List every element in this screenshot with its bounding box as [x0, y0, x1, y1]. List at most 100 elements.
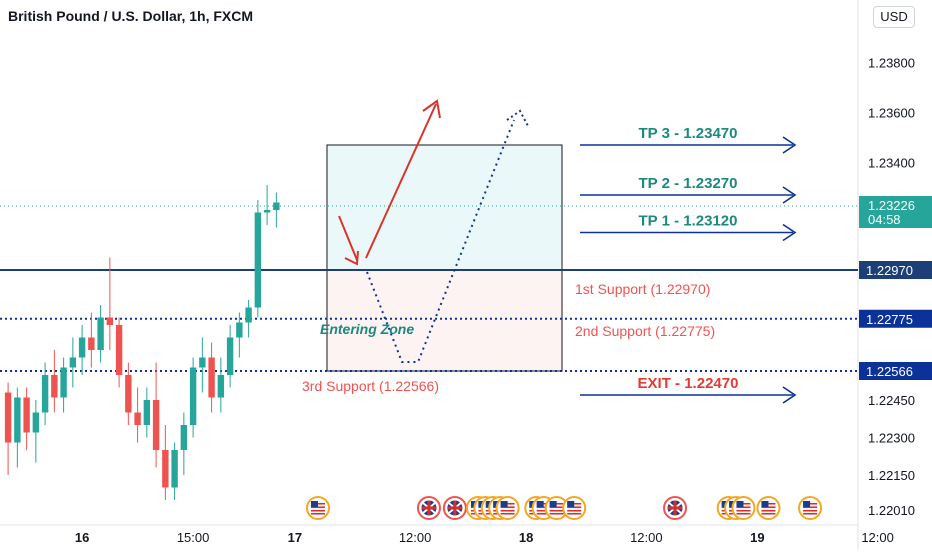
candle-body	[189, 367, 197, 425]
price-label-bg	[859, 309, 932, 328]
down-arrow-line	[338, 215, 358, 261]
flag-stripe	[567, 513, 582, 515]
us-flag-event-icon[interactable]	[562, 496, 587, 520]
target-zone-box	[326, 144, 563, 271]
exit-label: EXIT - 1.22470	[638, 375, 739, 392]
time-tick-label: 17	[288, 530, 302, 545]
support-2-label: 2nd Support (1.22775)	[575, 323, 715, 339]
price-axis-label: 1.22775	[866, 312, 913, 327]
flag-canton	[310, 501, 318, 507]
currency-button[interactable]: USD	[873, 6, 915, 28]
us-flag-event-icon[interactable]	[798, 496, 823, 520]
candle-body	[134, 412, 141, 425]
flag-stripe	[761, 506, 776, 508]
flag-stripe	[500, 506, 515, 508]
current-price-label: 1.23226	[868, 198, 915, 213]
candle-body	[78, 337, 86, 358]
candle-body	[143, 400, 151, 425]
candle-body	[226, 337, 234, 375]
entering-zone-label: Entering Zone	[320, 321, 414, 337]
flag-stripe	[549, 513, 564, 515]
time-tick-label: 12:00	[861, 530, 894, 545]
arrow-head-icon	[782, 223, 797, 242]
candle-body	[180, 425, 188, 450]
flag-stripe	[736, 510, 751, 512]
flag-cross	[673, 500, 677, 516]
support-1-label: 1st Support (1.22970)	[575, 281, 710, 297]
us-flag-event-icon[interactable]	[544, 496, 569, 520]
candle-body	[23, 397, 30, 433]
flag-stripe	[567, 510, 582, 512]
us-flag-event-icon[interactable]	[731, 496, 756, 520]
price-tick-label: 1.22010	[868, 503, 915, 518]
flag-stripe	[536, 513, 551, 515]
entry-zone-box	[326, 269, 563, 372]
flag-stripe	[803, 510, 818, 512]
flag-stripe	[536, 510, 551, 512]
price-label-bg	[859, 261, 932, 279]
flag-stripe	[803, 506, 818, 508]
candle-body	[152, 400, 160, 450]
price-tick-label: 1.23600	[868, 106, 915, 121]
flag-cross	[453, 500, 457, 516]
price-tick-label: 1.22450	[868, 393, 915, 408]
tp-label: TP 1 - 1.23120	[639, 213, 738, 230]
support-3-label: 3rd Support (1.22566)	[302, 378, 439, 394]
flag-stripe	[761, 510, 776, 512]
arrow-head-icon	[782, 136, 797, 154]
projected-path-dotted	[366, 119, 515, 363]
flag-stripe	[567, 506, 582, 508]
chart-title: British Pound / U.S. Dollar, 1h, FXCM	[8, 8, 254, 24]
candle-body	[162, 450, 169, 488]
flag-canton	[567, 501, 575, 507]
candle-body	[199, 357, 206, 368]
candle-body	[125, 375, 132, 413]
arrow-head-icon	[506, 109, 529, 127]
candle-body	[115, 325, 123, 375]
flag-stripe	[549, 506, 564, 508]
candle-body	[32, 412, 40, 433]
tp-label: TP 2 - 1.23270	[639, 175, 738, 192]
price-tick-label: 1.23800	[868, 56, 915, 71]
candle-body	[263, 210, 271, 213]
price-tick-label: 1.23400	[868, 156, 915, 171]
uk-flag-event-icon[interactable]	[663, 496, 688, 520]
candle-body	[14, 397, 21, 443]
flag-cross	[427, 500, 431, 516]
flag-stripe	[536, 506, 551, 508]
price-axis-label: 1.22566	[866, 364, 913, 379]
candle-body	[60, 367, 67, 398]
uk-flag-event-icon[interactable]	[416, 496, 441, 520]
candle-body	[236, 322, 243, 338]
flag-stripe	[310, 506, 325, 508]
flag-stripe	[310, 513, 325, 515]
flag-canton	[761, 501, 769, 507]
time-tick-label: 19	[750, 530, 764, 545]
arrow-head-icon	[782, 186, 797, 204]
us-flag-event-icon[interactable]	[305, 496, 330, 520]
current-price-bg	[859, 196, 932, 228]
us-flag-event-icon[interactable]	[756, 496, 781, 520]
time-tick-label: 12:00	[630, 530, 663, 545]
price-tick-label: 1.22300	[868, 431, 915, 446]
candle-body	[171, 450, 178, 488]
flag-canton	[803, 501, 811, 507]
price-tick-label: 1.22150	[868, 468, 915, 483]
candle-body	[208, 357, 215, 398]
tp-label: TP 3 - 1.23470	[639, 125, 738, 142]
up-arrow-line	[365, 103, 437, 259]
countdown-label: 04:58	[868, 212, 901, 227]
uk-flag-event-icon[interactable]	[442, 496, 467, 520]
arrow-head-icon	[422, 99, 441, 119]
candle-body	[97, 317, 104, 350]
candle-body	[88, 337, 95, 350]
flag-stripe	[500, 513, 515, 515]
flag-stripe	[736, 506, 751, 508]
candle-body	[217, 375, 225, 398]
candle-body	[254, 212, 262, 308]
candle-body	[245, 307, 252, 323]
candle-body	[51, 375, 58, 398]
us-flag-event-icon[interactable]	[495, 496, 520, 520]
